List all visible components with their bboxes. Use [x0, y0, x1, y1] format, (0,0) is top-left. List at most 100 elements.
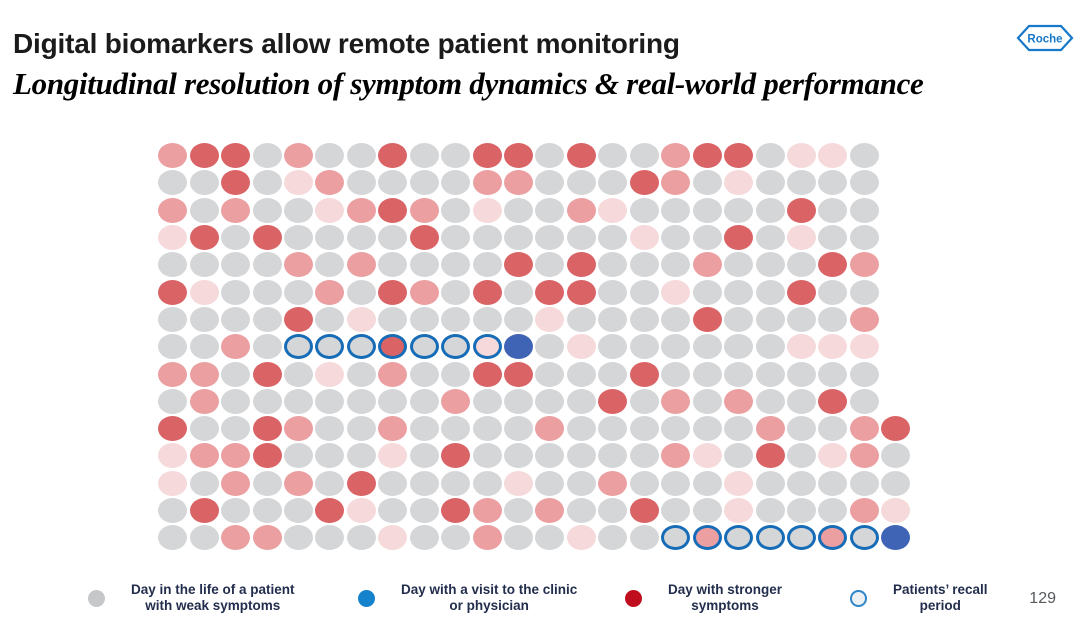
day-dot-moderate-symptoms [189, 388, 219, 414]
day-dot-weak-symptoms [158, 306, 188, 332]
day-dot-weak-symptoms [378, 498, 408, 523]
day-dot-weak-symptoms [598, 525, 628, 551]
empty-grid-cell [880, 360, 911, 387]
day-dot-weak-symptoms [409, 252, 439, 278]
recall-period-day-dot-strong-symptoms [378, 334, 408, 360]
day-dot-strong-symptoms [252, 443, 282, 469]
day-dot-light-symptoms [724, 470, 754, 496]
day-dot-weak-symptoms [566, 361, 596, 387]
day-dot-weak-symptoms [692, 416, 722, 442]
day-dot-weak-symptoms [849, 470, 879, 496]
day-dot-weak-symptoms [252, 334, 282, 360]
day-dot-weak-symptoms [409, 470, 439, 496]
recall-period-day-dot-weak-symptoms [409, 334, 439, 360]
day-dot-weak-symptoms [566, 388, 596, 414]
day-dot-weak-symptoms [786, 388, 816, 414]
day-dot-light-symptoms [346, 498, 376, 523]
day-dot-moderate-symptoms [661, 143, 691, 169]
day-dot-weak-symptoms [189, 197, 219, 223]
day-dot-weak-symptoms [315, 525, 345, 551]
day-dot-weak-symptoms [504, 388, 534, 414]
empty-grid-cell [880, 306, 911, 333]
day-dot-weak-symptoms [409, 388, 439, 414]
day-dot-weak-symptoms [378, 225, 408, 251]
legend-weak-day-icon [88, 589, 105, 607]
day-dot-strong-symptoms [598, 388, 628, 414]
day-dot-weak-symptoms [692, 361, 722, 387]
day-dot-weak-symptoms [472, 306, 502, 332]
day-dot-weak-symptoms [661, 361, 691, 387]
day-dot-weak-symptoms [724, 443, 754, 469]
day-dot-weak-symptoms [692, 470, 722, 496]
day-dot-weak-symptoms [598, 361, 628, 387]
day-dot-weak-symptoms [346, 525, 376, 551]
day-dot-strong-symptoms [315, 498, 345, 523]
day-dot-weak-symptoms [724, 306, 754, 332]
recall-period-day-dot-weak-symptoms [346, 334, 376, 360]
day-dot-weak-symptoms [441, 306, 471, 332]
day-dot-moderate-symptoms [472, 525, 502, 551]
day-dot-weak-symptoms [566, 443, 596, 469]
day-dot-light-symptoms [535, 306, 565, 332]
day-dot-strong-symptoms [158, 279, 188, 305]
day-dot-light-symptoms [346, 306, 376, 332]
page-title: Digital biomarkers allow remote patient … [13, 28, 680, 59]
day-dot-weak-symptoms [692, 334, 722, 360]
empty-grid-cell [880, 142, 911, 169]
day-dot-strong-symptoms [818, 252, 848, 278]
empty-grid-cell [880, 278, 911, 305]
day-dot-weak-symptoms [252, 170, 282, 196]
day-dot-strong-symptoms [221, 143, 251, 169]
day-dot-strong-symptoms [535, 279, 565, 305]
day-dot-light-symptoms [315, 361, 345, 387]
day-dot-weak-symptoms [724, 416, 754, 442]
day-dot-moderate-symptoms [283, 470, 313, 496]
day-dot-weak-symptoms [283, 361, 313, 387]
day-dot-weak-symptoms [661, 470, 691, 496]
day-dot-light-symptoms [629, 225, 659, 251]
day-dot-light-symptoms [661, 279, 691, 305]
day-dot-weak-symptoms [346, 279, 376, 305]
recall-period-day-dot-weak-symptoms [849, 525, 879, 551]
day-dot-weak-symptoms [189, 252, 219, 278]
day-dot-weak-symptoms [629, 252, 659, 278]
day-dot-light-symptoms [818, 443, 848, 469]
day-dot-moderate-symptoms [535, 416, 565, 442]
legend-item-recall: Patients’ recall period [850, 582, 988, 614]
day-dot-weak-symptoms [409, 361, 439, 387]
day-dot-moderate-symptoms [283, 252, 313, 278]
day-dot-weak-symptoms [221, 361, 251, 387]
day-dot-weak-symptoms [441, 416, 471, 442]
day-dot-weak-symptoms [535, 443, 565, 469]
day-dot-moderate-symptoms [849, 443, 879, 469]
day-dot-weak-symptoms [221, 225, 251, 251]
day-dot-weak-symptoms [221, 498, 251, 523]
day-dot-weak-symptoms [692, 498, 722, 523]
day-dot-light-symptoms [378, 525, 408, 551]
day-dot-moderate-symptoms [755, 416, 785, 442]
day-dot-weak-symptoms [786, 252, 816, 278]
day-dot-weak-symptoms [818, 470, 848, 496]
day-dot-strong-symptoms [378, 143, 408, 169]
day-dot-weak-symptoms [158, 525, 188, 551]
day-dot-weak-symptoms [566, 170, 596, 196]
day-dot-weak-symptoms [189, 334, 219, 360]
day-dot-weak-symptoms [692, 197, 722, 223]
day-dot-weak-symptoms [786, 306, 816, 332]
day-dot-weak-symptoms [504, 279, 534, 305]
day-dot-weak-symptoms [189, 470, 219, 496]
day-dot-strong-symptoms [189, 143, 219, 169]
day-dot-weak-symptoms [818, 416, 848, 442]
day-dot-moderate-symptoms [724, 388, 754, 414]
day-dot-moderate-symptoms [221, 334, 251, 360]
day-dot-light-symptoms [818, 334, 848, 360]
day-dot-weak-symptoms [189, 306, 219, 332]
legend-item-strong: Day with stronger symptoms [625, 582, 782, 614]
day-dot-moderate-symptoms [283, 143, 313, 169]
day-dot-moderate-symptoms [221, 443, 251, 469]
day-dot-moderate-symptoms [661, 388, 691, 414]
day-dot-weak-symptoms [755, 252, 785, 278]
day-dot-strong-symptoms [724, 143, 754, 169]
empty-grid-cell [880, 388, 911, 415]
day-dot-weak-symptoms [849, 279, 879, 305]
